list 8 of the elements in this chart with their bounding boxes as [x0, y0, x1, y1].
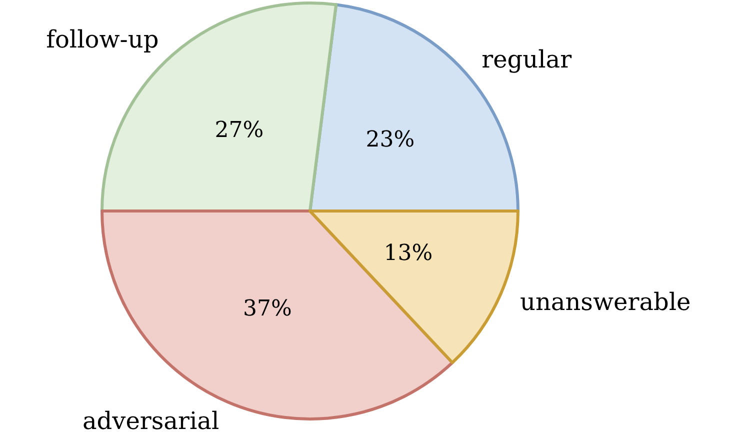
slice-label: unanswerable — [520, 288, 691, 316]
slice-label: regular — [482, 46, 572, 74]
slice-label: follow-up — [46, 25, 159, 54]
data-label: 37% — [243, 296, 292, 322]
data-label: 13% — [384, 240, 433, 266]
slice-label: adversarial — [82, 406, 220, 432]
data-label: 27% — [214, 118, 264, 144]
data-label: 23% — [366, 128, 415, 153]
